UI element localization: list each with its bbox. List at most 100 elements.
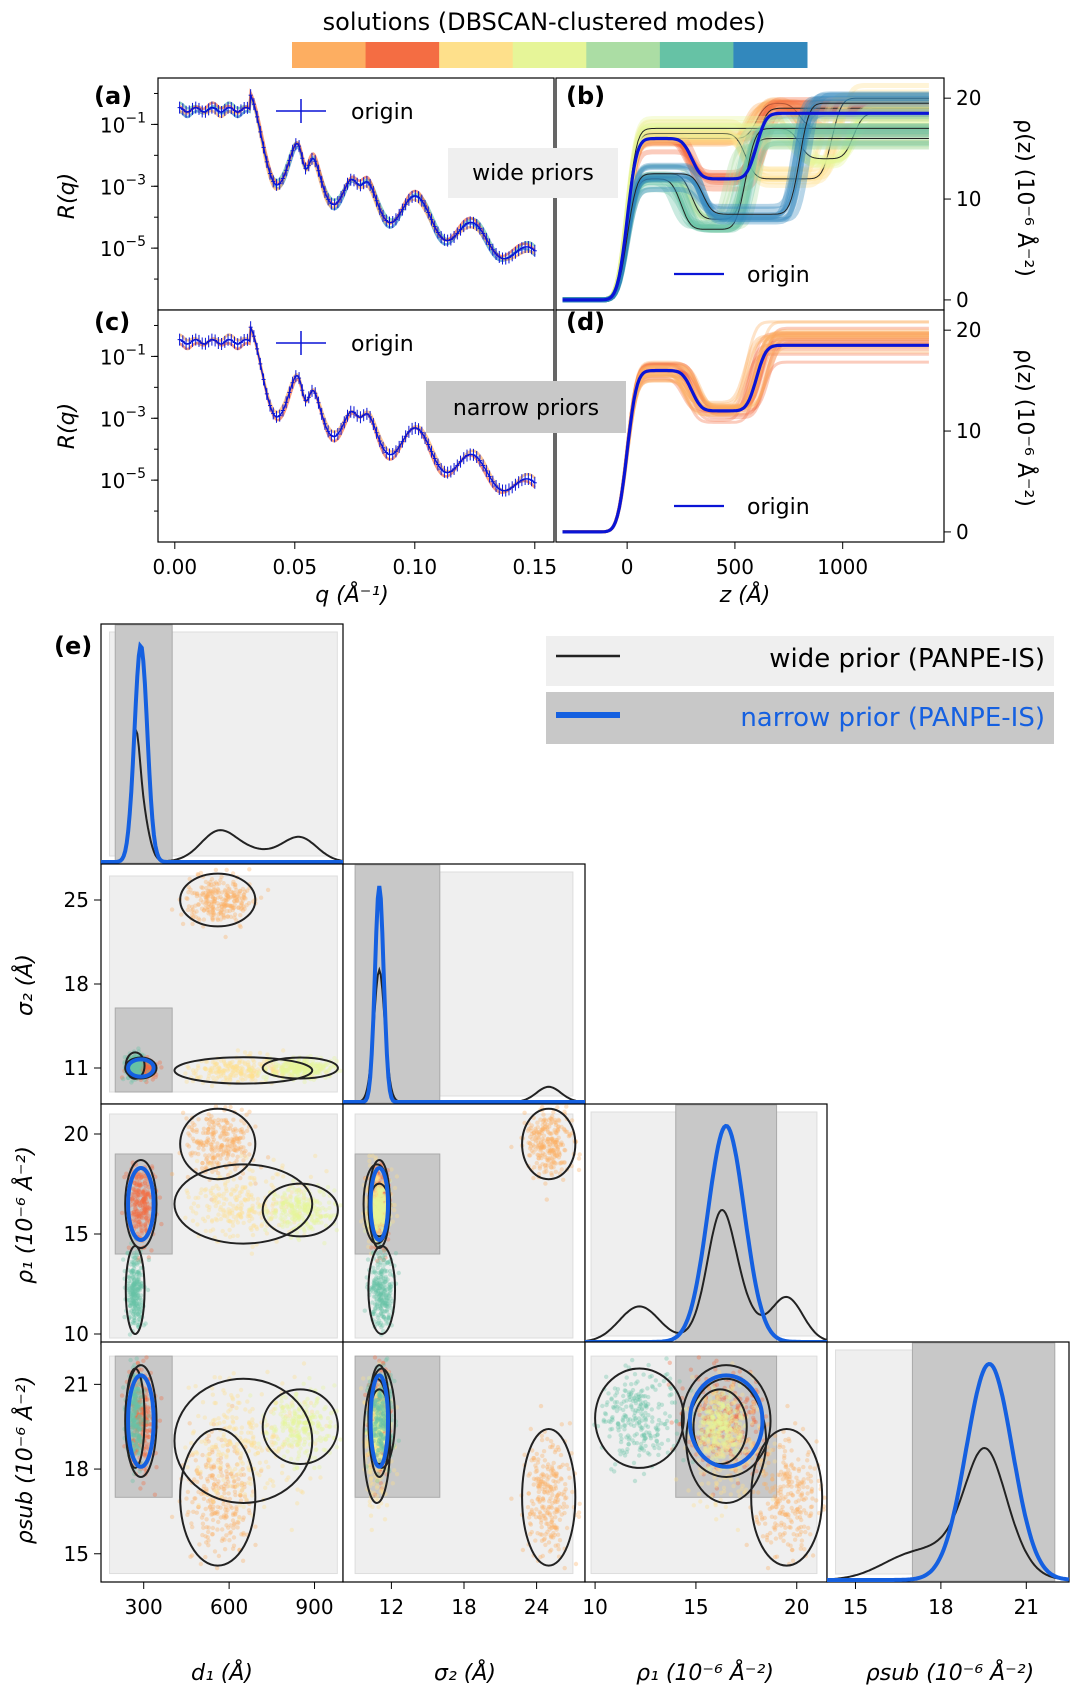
- posterior-sample: [539, 1130, 544, 1136]
- posterior-sample: [205, 1136, 210, 1141]
- posterior-sample: [239, 1203, 245, 1208]
- xtick-label: 1000: [817, 555, 868, 579]
- posterior-sample: [210, 895, 216, 900]
- posterior-sample: [296, 1191, 302, 1197]
- posterior-sample: [131, 1301, 136, 1306]
- posterior-sample: [221, 902, 227, 907]
- posterior-sample: [231, 905, 237, 910]
- posterior-sample: [119, 1210, 125, 1216]
- posterior-sample: [211, 912, 217, 917]
- posterior-sample: [229, 1192, 234, 1197]
- posterior-sample: [225, 893, 230, 898]
- posterior-sample: [193, 1195, 198, 1201]
- posterior-sample: [209, 1512, 214, 1517]
- posterior-sample: [212, 1549, 218, 1554]
- posterior-sample: [245, 1192, 250, 1197]
- posterior-sample: [221, 913, 226, 918]
- posterior-sample: [190, 1500, 195, 1505]
- posterior-sample: [134, 1066, 139, 1072]
- xtick-label: 500: [716, 555, 754, 579]
- posterior-sample: [231, 1068, 236, 1074]
- posterior-sample: [133, 1065, 139, 1071]
- posterior-sample: [230, 890, 235, 895]
- posterior-sample: [548, 1139, 554, 1144]
- posterior-sample: [219, 874, 224, 879]
- posterior-sample: [195, 1222, 200, 1227]
- posterior-sample: [193, 914, 198, 920]
- posterior-sample: [381, 1314, 386, 1319]
- posterior-sample: [225, 914, 230, 919]
- posterior-sample: [210, 1075, 216, 1080]
- posterior-sample: [131, 1064, 136, 1069]
- posterior-sample: [201, 892, 206, 898]
- posterior-sample: [271, 1210, 277, 1215]
- ytick-label: 10−3: [100, 404, 146, 431]
- wide-priors-annotation: wide priors: [472, 161, 594, 186]
- posterior-sample: [535, 1145, 541, 1150]
- xtick-label: 0: [621, 555, 634, 579]
- posterior-sample: [218, 908, 223, 913]
- posterior-sample: [210, 908, 215, 914]
- posterior-sample: [138, 1061, 144, 1066]
- posterior-sample: [198, 893, 203, 898]
- posterior-sample: [204, 894, 209, 899]
- posterior-sample: [230, 1153, 235, 1158]
- posterior-sample: [274, 1172, 279, 1177]
- posterior-sample: [313, 1153, 318, 1159]
- posterior-sample: [213, 1129, 218, 1135]
- posterior-sample: [378, 1321, 384, 1326]
- posterior-sample: [315, 1207, 321, 1212]
- posterior-sample: [235, 1233, 240, 1239]
- posterior-sample: [207, 888, 213, 893]
- posterior-sample: [242, 1061, 248, 1067]
- panel-d-label: (d): [566, 308, 605, 336]
- posterior-sample: [527, 1153, 533, 1158]
- posterior-sample: [303, 1070, 309, 1075]
- posterior-sample: [557, 1161, 563, 1166]
- posterior-sample: [131, 1067, 136, 1073]
- posterior-sample: [239, 901, 244, 906]
- posterior-sample: [207, 891, 212, 896]
- posterior-sample: [237, 891, 242, 896]
- posterior-sample: [223, 1232, 228, 1237]
- posterior-sample: [286, 1070, 291, 1076]
- posterior-sample: [219, 904, 224, 909]
- posterior-sample: [226, 1491, 231, 1496]
- posterior-sample: [248, 1067, 253, 1073]
- posterior-sample: [238, 924, 243, 930]
- posterior-sample: [185, 1489, 191, 1495]
- posterior-sample: [209, 882, 214, 888]
- posterior-sample: [225, 1178, 230, 1184]
- posterior-sample: [131, 1209, 137, 1215]
- posterior-sample: [242, 1197, 248, 1202]
- posterior-sample: [307, 1226, 312, 1231]
- posterior-sample: [195, 891, 200, 896]
- posterior-sample: [229, 903, 235, 909]
- posterior-sample: [250, 1244, 255, 1250]
- posterior-sample: [231, 890, 237, 896]
- posterior-sample: [210, 1532, 215, 1537]
- panel-c-reflectivity-narrow: 10−1 10−3 10−5 0.00 0.05 0.10 0.15 origin: [100, 309, 557, 579]
- posterior-sample: [247, 1109, 252, 1115]
- posterior-sample: [203, 1066, 208, 1072]
- posterior-sample: [228, 895, 233, 900]
- posterior-sample: [210, 1169, 215, 1175]
- posterior-sample: [230, 1219, 235, 1225]
- posterior-sample: [247, 867, 252, 872]
- posterior-sample: [381, 1257, 387, 1263]
- posterior-sample: [231, 1479, 237, 1485]
- posterior-sample: [381, 1292, 387, 1297]
- posterior-sample: [254, 1226, 260, 1232]
- posterior-sample: [152, 1492, 158, 1497]
- posterior-sample: [234, 887, 239, 893]
- posterior-sample: [138, 1306, 143, 1311]
- posterior-sample: [389, 1167, 394, 1172]
- posterior-sample: [245, 1214, 250, 1219]
- posterior-sample: [396, 1270, 401, 1276]
- posterior-sample: [241, 892, 247, 897]
- posterior-sample: [541, 1119, 546, 1124]
- posterior-sample: [227, 1211, 233, 1217]
- posterior-sample: [147, 1066, 152, 1072]
- posterior-sample: [203, 1554, 208, 1560]
- posterior-sample: [186, 1065, 191, 1071]
